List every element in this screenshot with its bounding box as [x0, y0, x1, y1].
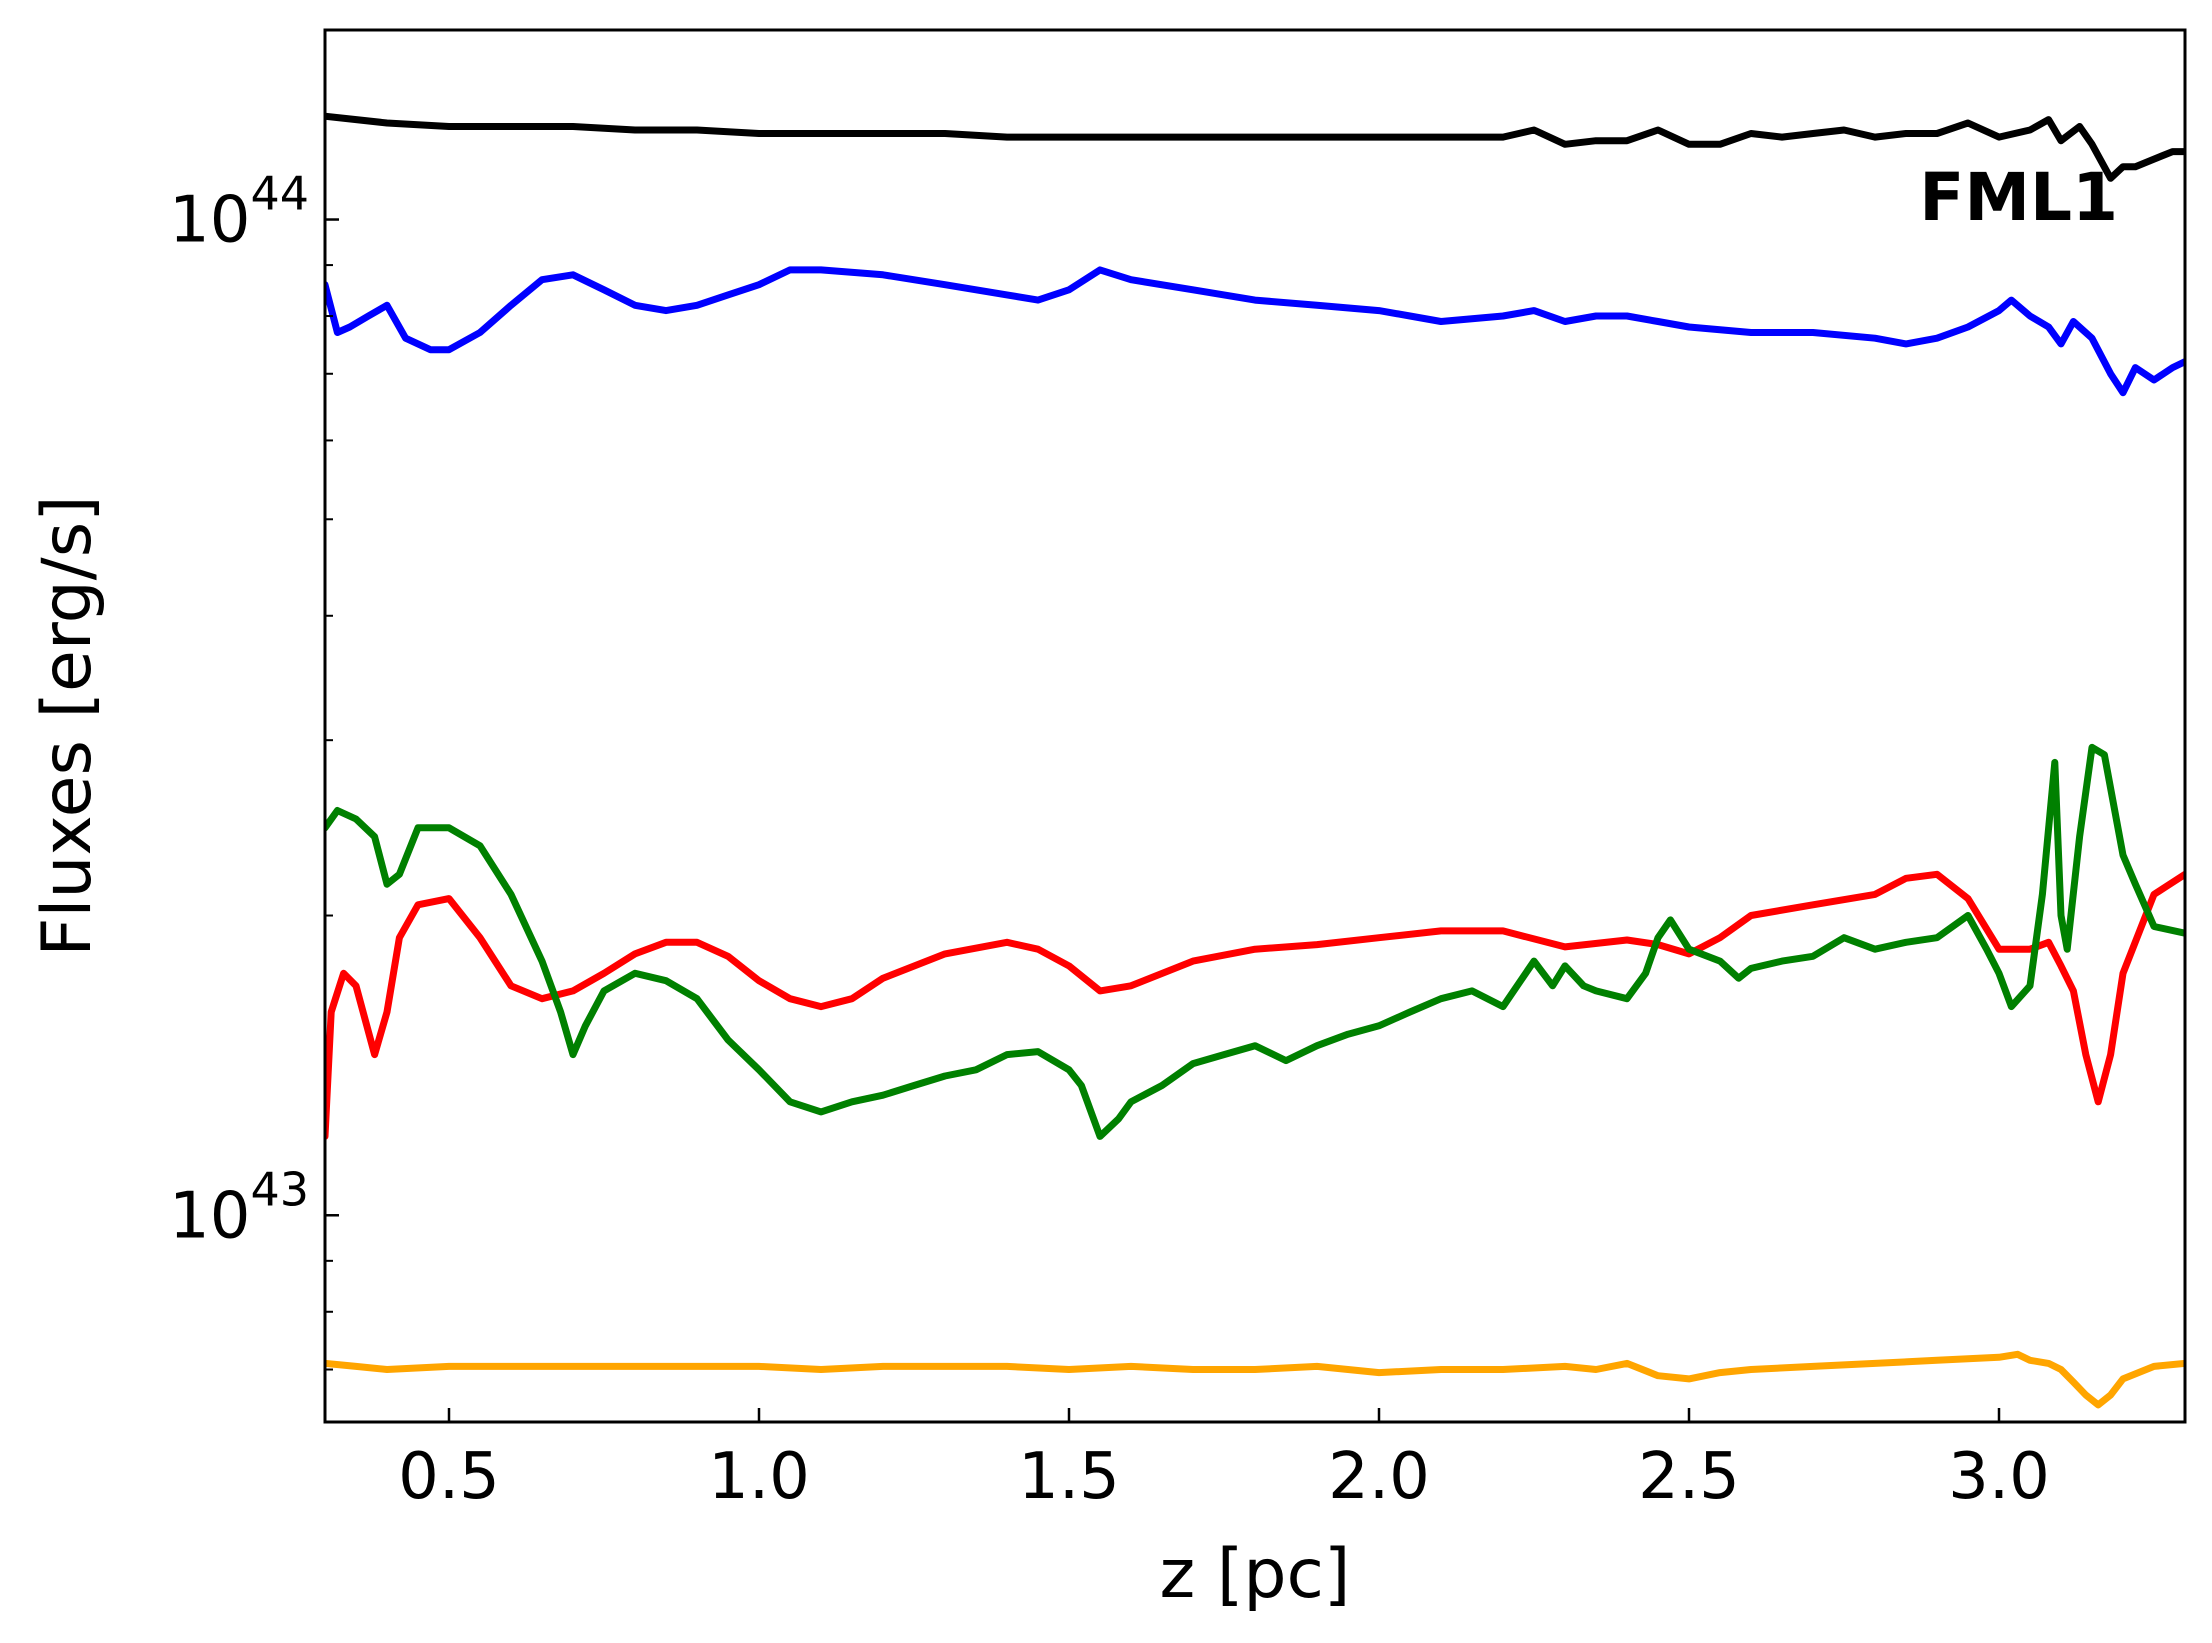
plot-frame	[323, 28, 2187, 1424]
series-line-3	[325, 870, 2185, 1140]
y-axis-label: Fluxes [erg/s]	[28, 495, 107, 956]
series-line-1	[325, 112, 2185, 182]
x-tick-label: 2.5	[1638, 1440, 1740, 1514]
y-tick-exponent: 44	[250, 167, 309, 221]
y-tick-base: 10	[169, 184, 250, 258]
x-tick-label: 2.0	[1328, 1440, 1430, 1514]
series-layer	[325, 112, 2185, 1409]
y-tick-label: 1044	[169, 167, 309, 258]
series-line-5	[325, 1350, 2185, 1409]
x-tick-label: 1.0	[708, 1440, 810, 1514]
y-tick-exponent: 43	[250, 1162, 309, 1216]
x-axis-label: z [pc]	[1160, 1535, 1351, 1614]
y-tick-label: 1043	[169, 1162, 309, 1253]
series-line-2	[325, 266, 2185, 397]
y-tick-base: 10	[169, 1179, 250, 1253]
x-tick-label: 3.0	[1948, 1440, 2050, 1514]
x-tick-label: 0.5	[398, 1440, 500, 1514]
series-line-4	[325, 743, 2185, 1140]
annotation-label: FML1	[1919, 159, 2118, 236]
x-tick-label: 1.5	[1018, 1440, 1120, 1514]
